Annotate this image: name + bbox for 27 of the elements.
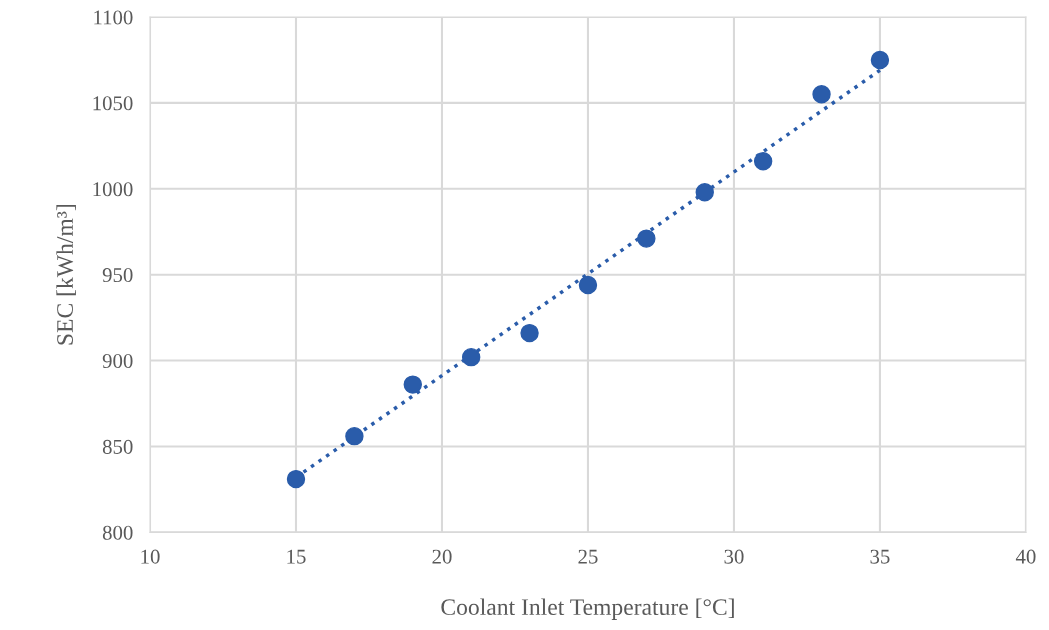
point: [812, 85, 831, 104]
y-tick-label: 1100: [94, 10, 133, 25]
point: [637, 229, 656, 248]
x-tick-label: 35: [870, 549, 890, 564]
x-axis-title: Coolant Inlet Temperature [°C]: [441, 598, 734, 620]
x-tick-label: 40: [1015, 549, 1036, 564]
x-tick-label: 15: [287, 549, 306, 564]
point: [286, 469, 306, 489]
point: [345, 426, 364, 446]
point: [695, 183, 714, 202]
point: [520, 323, 539, 343]
y-tick-label: 850: [102, 439, 133, 454]
point: [870, 50, 890, 70]
x-tick-label: 25: [578, 549, 598, 564]
y-tick-label: 800: [102, 525, 133, 540]
y-tick-label: 900: [102, 353, 133, 368]
point: [403, 375, 422, 394]
point: [578, 275, 598, 295]
y-axis-title: SEC [kWh/m³]: [56, 205, 76, 345]
y-tick-label: 1050: [93, 96, 133, 111]
y-tick-label: 1000: [93, 182, 133, 197]
y-tick-label: 950: [102, 268, 133, 283]
point: [753, 152, 773, 171]
x-tick-label: 30: [724, 549, 744, 564]
point: [461, 347, 481, 367]
x-tick-label: 20: [432, 549, 452, 564]
x-tick-label: 10: [141, 549, 160, 564]
